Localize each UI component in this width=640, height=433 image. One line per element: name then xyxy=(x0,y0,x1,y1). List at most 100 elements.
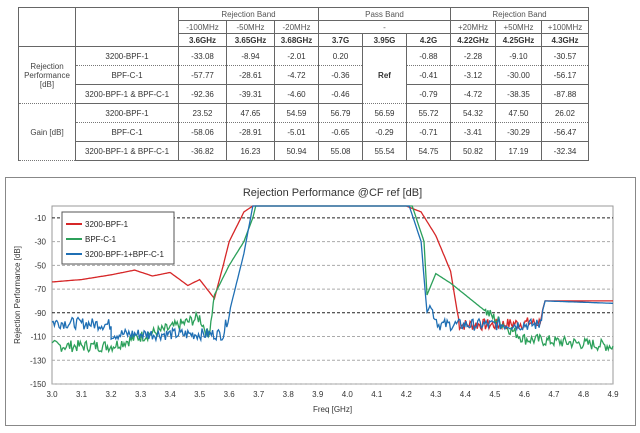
value-cell: 47.50 xyxy=(495,103,542,123)
value-cell: -87.88 xyxy=(541,84,589,104)
value-cell: 50.82 xyxy=(450,141,496,161)
value-cell: Ref xyxy=(362,46,407,104)
y-tick-label: -110 xyxy=(31,333,47,342)
value-cell: 55.08 xyxy=(318,141,363,161)
x-tick-label: 3.9 xyxy=(312,390,324,399)
value-cell: -2.01 xyxy=(274,46,319,66)
value-cell: -33.08 xyxy=(178,46,227,66)
value-cell: 54.59 xyxy=(274,103,319,123)
value-cell: -36.82 xyxy=(178,141,227,161)
blank-cell xyxy=(75,7,179,47)
value-cell: -0.36 xyxy=(318,65,363,85)
y-tick-label: -130 xyxy=(30,356,47,365)
group-header: Rejection Band xyxy=(450,7,589,21)
value-cell: -4.60 xyxy=(274,84,319,104)
freq-header: 4.25GHz xyxy=(495,33,542,47)
series-line-3200-bpf-1-bpf-c-1 xyxy=(51,205,613,343)
value-cell: -3.41 xyxy=(450,122,496,142)
legend-label: 3200-BPF-1+BPF-C-1 xyxy=(85,250,164,259)
value-cell: -0.41 xyxy=(406,65,451,85)
offset-header: -20MHz xyxy=(274,20,319,34)
legend-label: BPF-C-1 xyxy=(85,235,117,244)
section-label: Rejection Performance [dB] xyxy=(18,46,76,104)
value-cell: -56.17 xyxy=(541,65,589,85)
x-tick-label: 4.4 xyxy=(460,390,472,399)
value-cell: -32.34 xyxy=(541,141,589,161)
table-row: 3200-BPF-1 & BPF-C-1 -36.82 16.23 50.94 55.0… xyxy=(19,141,589,161)
freq-header: 4.22GHz xyxy=(450,33,496,47)
value-cell: -30.29 xyxy=(495,122,542,142)
value-cell: -9.10 xyxy=(495,46,542,66)
offset-header: +100MHz xyxy=(541,20,589,34)
value-cell: -30.57 xyxy=(541,46,589,66)
value-cell: -3.12 xyxy=(450,65,496,85)
table-row: 3200-BPF-1 & BPF-C-1 -92.36 -39.31 -4.60 -0.… xyxy=(19,84,589,104)
x-tick-label: 4.8 xyxy=(578,390,590,399)
y-tick-label: -30 xyxy=(34,238,46,247)
x-tick-label: 3.8 xyxy=(283,390,295,399)
x-tick-label: 4.9 xyxy=(607,390,619,399)
x-tick-label: 4.1 xyxy=(371,390,383,399)
filter-name: 3200-BPF-1 xyxy=(75,103,179,123)
value-cell: 55.54 xyxy=(362,141,407,161)
value-cell: -38.35 xyxy=(495,84,542,104)
y-tick-label: -150 xyxy=(30,380,47,389)
value-cell: 26.02 xyxy=(541,103,589,123)
value-cell: 47.65 xyxy=(226,103,275,123)
x-tick-label: 3.4 xyxy=(165,390,177,399)
y-tick-label: -10 xyxy=(34,214,46,223)
x-tick-label: 3.2 xyxy=(105,390,117,399)
x-tick-label: 3.0 xyxy=(46,390,58,399)
value-cell: -39.31 xyxy=(226,84,275,104)
value-cell: 17.19 xyxy=(495,141,542,161)
x-axis-label: Freq [GHz] xyxy=(313,405,352,414)
value-cell: 50.94 xyxy=(274,141,319,161)
filter-name: BPF-C-1 xyxy=(75,65,179,85)
value-cell: -92.36 xyxy=(178,84,227,104)
freq-header: 3.95G xyxy=(362,33,407,47)
x-tick-label: 4.7 xyxy=(548,390,560,399)
offset-header: -100MHz xyxy=(178,20,227,34)
offset-header: +50MHz xyxy=(495,20,542,34)
table-row: BPF-C-1 -57.77 -28.61 -4.72 -0.36 -0.41 -3.12-… xyxy=(19,65,589,85)
rejection-chart: Rejection Performance @CF ref [dB] -10 -30… xyxy=(5,177,636,426)
y-tick-label: -50 xyxy=(34,261,46,270)
x-tick-label: 4.3 xyxy=(430,390,442,399)
y-tick-label: -90 xyxy=(34,309,46,318)
section-label: Gain [dB] xyxy=(18,103,76,161)
value-cell: 55.72 xyxy=(406,103,451,123)
value-cell: -28.91 xyxy=(226,122,275,142)
offset-header: - xyxy=(318,20,451,34)
freq-header: 3.65GHz xyxy=(226,33,275,47)
x-tick-label: 3.6 xyxy=(224,390,236,399)
x-tick-label: 3.3 xyxy=(135,390,147,399)
value-cell: 54.75 xyxy=(406,141,451,161)
value-cell: 56.59 xyxy=(362,103,407,123)
value-cell: -4.72 xyxy=(450,84,496,104)
value-cell: -0.29 xyxy=(362,122,407,142)
offset-header: -50MHz xyxy=(226,20,275,34)
x-tick-label: 4.5 xyxy=(489,390,501,399)
group-header: Pass Band xyxy=(318,7,451,21)
value-cell: 16.23 xyxy=(226,141,275,161)
value-cell: 23.52 xyxy=(178,103,227,123)
value-cell: -30.00 xyxy=(495,65,542,85)
blank-cell xyxy=(18,7,76,47)
table-row: Rejection Performance [dB] 3200-BPF-1 -33.… xyxy=(18,46,589,104)
value-cell: 56.79 xyxy=(318,103,363,123)
value-cell: -5.01 xyxy=(274,122,319,142)
freq-header: 3.6GHz xyxy=(178,33,227,47)
value-cell: -0.88 xyxy=(406,46,451,66)
filter-name: BPF-C-1 xyxy=(75,122,179,142)
value-cell: -58.06 xyxy=(178,122,227,142)
x-tick-label: 4.0 xyxy=(342,390,354,399)
value-cell: -2.28 xyxy=(450,46,496,66)
x-tick-label: 4.2 xyxy=(401,390,413,399)
table-row: Gain [dB] 3200-BPF-1 23.52 47.65 54.59 56.79 5… xyxy=(18,103,589,161)
performance-table: Rejection Band Pass Band Rejection Band … xyxy=(18,7,589,161)
value-cell: -28.61 xyxy=(226,65,275,85)
filter-name: 3200-BPF-1 & BPF-C-1 xyxy=(75,84,179,104)
x-tick-label: 3.1 xyxy=(76,390,88,399)
x-tick-label: 4.6 xyxy=(519,390,531,399)
value-cell: -57.77 xyxy=(178,65,227,85)
